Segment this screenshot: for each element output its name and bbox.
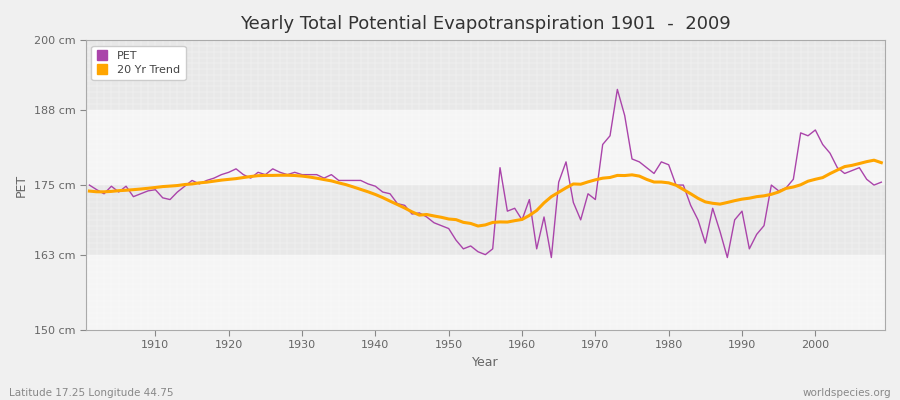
PET xyxy=(84,183,94,188)
20 Yr Trend xyxy=(612,173,623,178)
Bar xyxy=(86,255,885,330)
20 Yr Trend xyxy=(868,158,879,162)
20 Yr Trend xyxy=(84,189,94,194)
Bar xyxy=(86,40,885,110)
PET xyxy=(348,178,359,183)
X-axis label: Year: Year xyxy=(472,356,499,369)
Line: PET: PET xyxy=(89,89,881,258)
Text: Latitude 17.25 Longitude 44.75: Latitude 17.25 Longitude 44.75 xyxy=(9,388,174,398)
20 Yr Trend xyxy=(304,175,315,180)
20 Yr Trend xyxy=(876,160,886,165)
PET xyxy=(143,188,154,193)
20 Yr Trend xyxy=(143,186,154,191)
20 Yr Trend xyxy=(524,213,535,218)
PET xyxy=(546,255,557,260)
Line: 20 Yr Trend: 20 Yr Trend xyxy=(89,160,881,226)
Title: Yearly Total Potential Evapotranspiration 1901  -  2009: Yearly Total Potential Evapotranspiratio… xyxy=(240,15,731,33)
PET xyxy=(304,172,315,177)
20 Yr Trend xyxy=(348,184,359,189)
PET xyxy=(509,206,520,211)
PET xyxy=(876,180,886,184)
Text: worldspecies.org: worldspecies.org xyxy=(803,388,891,398)
20 Yr Trend xyxy=(517,217,527,222)
PET xyxy=(619,113,630,118)
Bar xyxy=(86,110,885,185)
Legend: PET, 20 Yr Trend: PET, 20 Yr Trend xyxy=(91,46,185,80)
PET xyxy=(517,218,527,222)
Y-axis label: PET: PET xyxy=(15,174,28,197)
PET xyxy=(612,87,623,92)
Bar xyxy=(86,185,885,255)
20 Yr Trend xyxy=(472,224,483,228)
